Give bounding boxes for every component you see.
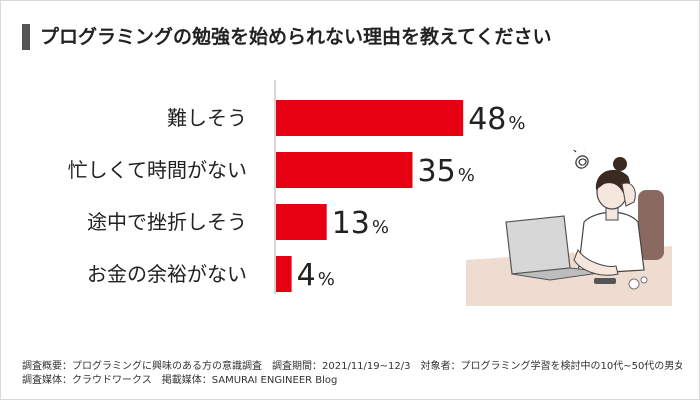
- category-label: 難しそう: [167, 106, 247, 130]
- bar: [276, 100, 464, 136]
- data-label: 13%: [332, 206, 389, 241]
- chair-back: [638, 190, 664, 260]
- data-label: 35%: [418, 154, 475, 189]
- survey-respondents: 対象者：プログラミング学習を検討中の10代~50代の男女100名: [420, 361, 682, 372]
- woman-shirt: [577, 211, 645, 275]
- category-label: お金の余裕がない: [87, 262, 247, 286]
- survey-period: 調査期間：2021/11/19~12/3: [272, 361, 411, 372]
- title-accent-bar: [22, 24, 30, 50]
- worried-woman-at-laptop-illustration: [466, 150, 672, 306]
- data-label: 48%: [468, 102, 525, 137]
- crumpled-paper-icon: [628, 278, 640, 290]
- woman-hair: [595, 169, 631, 202]
- published-in: 掲載媒体：SAMURAI ENGINEER Blog: [161, 375, 338, 386]
- survey-summary: 調査概要：プログラミングに興味のある方の意識調査: [22, 361, 262, 372]
- phone-icon: [594, 278, 616, 284]
- hand-on-head: [621, 182, 636, 207]
- survey-medium: 調査媒体：クラウドワークス: [22, 375, 152, 386]
- laptop-screen: [505, 215, 571, 275]
- category-label: 忙しくて時間がない: [68, 158, 247, 182]
- footer-line-2: 調査媒体：クラウドワークス 掲載媒体：SAMURAI ENGINEER Blog: [22, 374, 682, 388]
- data-label: 4%: [297, 258, 335, 293]
- bar: [276, 256, 292, 292]
- woman-arm: [573, 248, 619, 276]
- stress-scribble-icon: [573, 150, 589, 169]
- crumpled-paper-icon: [640, 276, 648, 284]
- bar-chart: 難しそう 48 % 忙しくて時間がない 35 % 途中で挫折しそう 13 % お金の余裕がない 4%: [68, 80, 525, 294]
- hair-bun: [613, 157, 627, 171]
- category-label: 途中で挫折しそう: [87, 210, 247, 234]
- bar: [276, 204, 327, 240]
- bar: [276, 152, 413, 188]
- chart-title: プログラミングの勉強を始められない理由を教えてください: [40, 26, 552, 48]
- survey-footer: 調査概要：プログラミングに興味のある方の意識調査 調査期間：2021/11/19~…: [22, 360, 682, 388]
- footer-line-1: 調査概要：プログラミングに興味のある方の意識調査 調査期間：2021/11/19~…: [22, 360, 682, 374]
